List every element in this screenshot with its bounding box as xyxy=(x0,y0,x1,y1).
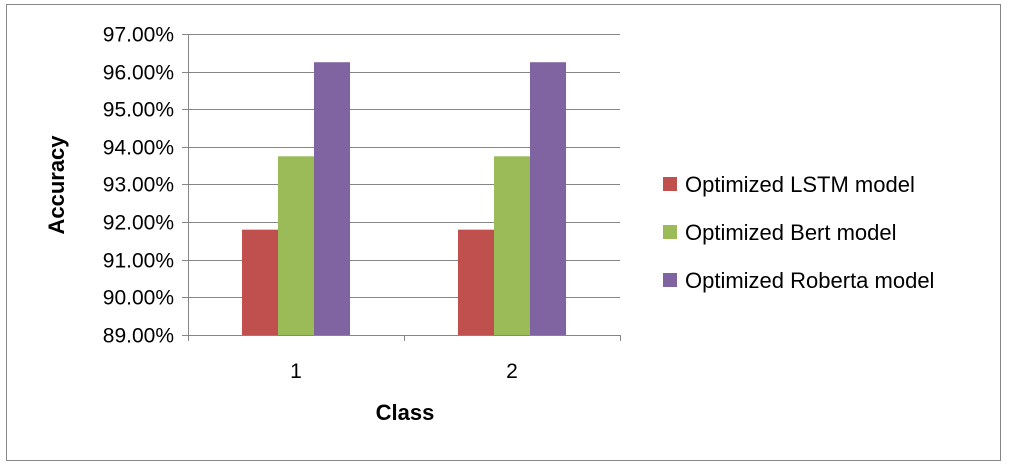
y-tick-label: 92.00% xyxy=(103,212,174,235)
y-axis-title: Accuracy xyxy=(44,135,69,235)
legend-label: Optimized LSTM model xyxy=(685,172,915,197)
y-tick-label: 93.00% xyxy=(103,174,174,197)
x-tick-label: 2 xyxy=(506,360,518,383)
legend: Optimized LSTM model Optimized Bert model… xyxy=(663,172,934,293)
x-axis-title: Class xyxy=(376,400,435,425)
bar-optimized-roberta-model-class-2 xyxy=(530,62,566,335)
y-tick-label: 91.00% xyxy=(103,250,174,273)
bar-optimized-lstm-model-class-2 xyxy=(458,229,494,335)
legend-label: Optimized Bert model xyxy=(685,220,897,245)
y-tick-label: 89.00% xyxy=(103,325,174,348)
legend-label: Optimized Roberta model xyxy=(685,268,934,293)
y-tick-label: 95.00% xyxy=(103,99,174,122)
y-tick-label: 94.00% xyxy=(103,137,174,160)
y-tick-labels: 89.00% 90.00% 91.00% 92.00% 93.00% 94.00% 95.0… xyxy=(103,24,174,348)
y-tick-label: 90.00% xyxy=(103,287,174,310)
axes xyxy=(188,34,621,341)
x-tick-label: 1 xyxy=(290,360,302,383)
y-tick-label: 97.00% xyxy=(103,24,174,47)
bar-optimized-roberta-model-class-1 xyxy=(314,62,350,335)
legend-swatch xyxy=(663,177,677,191)
legend-swatch xyxy=(663,225,677,239)
bar-optimized-lstm-model-class-1 xyxy=(242,229,278,335)
bars xyxy=(242,62,566,335)
y-tick-label: 96.00% xyxy=(103,62,174,85)
legend-swatch xyxy=(663,273,677,287)
bar-optimized-bert-model-class-1 xyxy=(278,156,314,335)
bar-optimized-bert-model-class-2 xyxy=(494,156,530,335)
